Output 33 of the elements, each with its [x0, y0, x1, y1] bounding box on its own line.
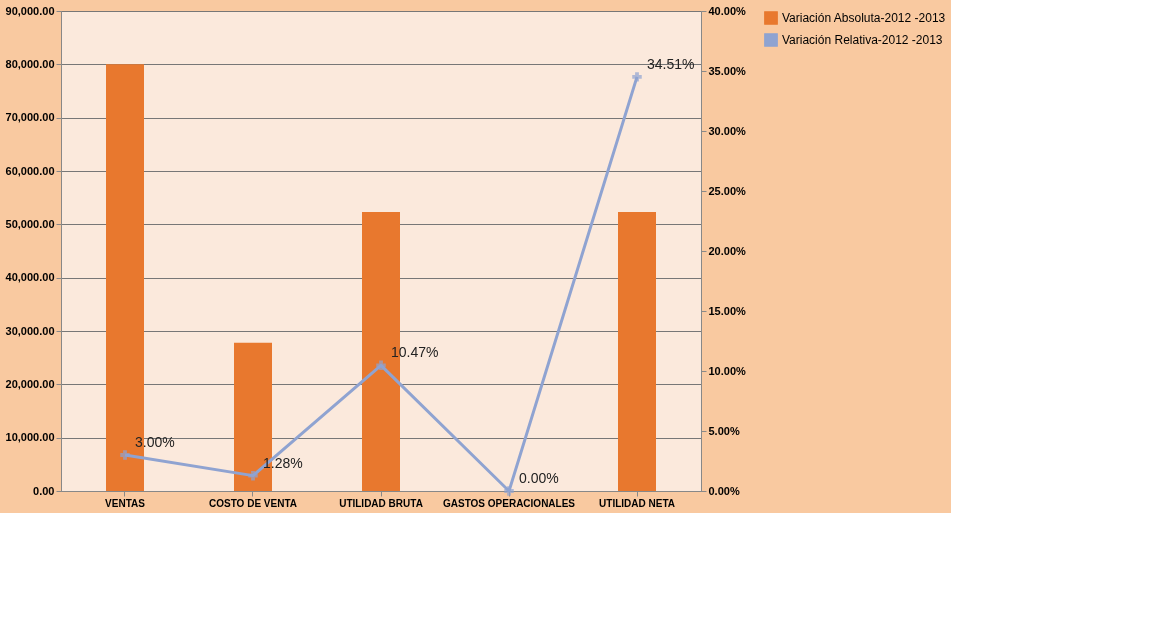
point: [632, 72, 642, 82]
x-tick-label: UTILIDAD NETA: [599, 497, 675, 509]
y2-tick-label: 0.00%: [708, 484, 740, 497]
y-tick-label: 60,000.00: [5, 164, 55, 177]
y-tick-label: 70,000.00: [5, 111, 55, 124]
y2-tick-label: 10.00%: [708, 364, 747, 377]
point: [504, 486, 514, 496]
data-label: 0.00%: [519, 470, 559, 486]
y-tick-label: 80,000.00: [5, 57, 55, 70]
y-tick-label: 0.00: [33, 484, 55, 497]
y2-tick-label: 20.00%: [708, 244, 747, 257]
y-tick-label: 50,000.00: [5, 217, 55, 230]
point: [376, 360, 386, 371]
y2-tick-label: 35.00%: [708, 64, 747, 77]
point: [248, 470, 258, 481]
legend-label: Variación Absoluta-2012 -2013: [782, 11, 946, 25]
y-tick-label: 30,000.00: [5, 324, 55, 337]
x-tick-label: COSTO DE VENTA: [209, 497, 297, 509]
y2-tick-label: 30.00%: [708, 124, 747, 137]
legend-label: Variación Relativa-2012 -2013: [782, 33, 943, 47]
y2-tick-label: 15.00%: [708, 304, 747, 317]
y2-tick-label: 5.00%: [708, 424, 740, 437]
point: [120, 450, 130, 460]
y2-tick-label: 25.00%: [708, 184, 747, 197]
y-tick-label: 20,000.00: [5, 377, 55, 390]
y-tick-label: 40,000.00: [5, 271, 55, 284]
y-tick-label: 90,000.00: [5, 4, 55, 17]
x-tick-label: VENTAS: [105, 497, 146, 509]
x-tick-label: GASTOS OPERACIONALES: [442, 497, 576, 509]
x-tick-label: UTILIDAD BRUTA: [339, 497, 423, 509]
y2-tick-label: 40.00%: [708, 4, 747, 17]
y-tick-label: 10,000.00: [5, 431, 55, 444]
bar: [618, 212, 656, 491]
